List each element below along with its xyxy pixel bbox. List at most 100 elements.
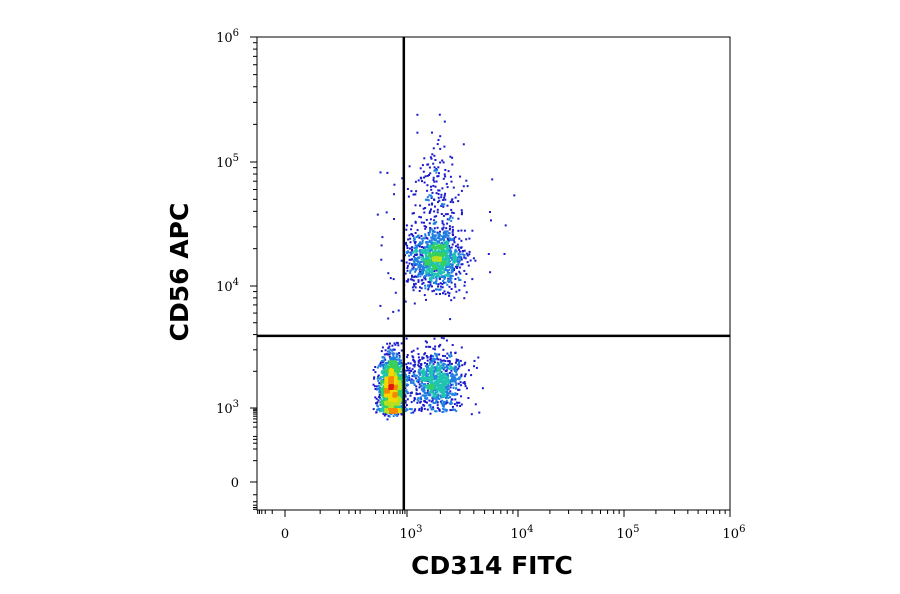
event-dot	[426, 365, 429, 368]
event-dot	[385, 409, 388, 412]
event-dot	[448, 294, 450, 297]
event-dot	[458, 401, 461, 404]
event-dot	[407, 369, 409, 372]
event-dot	[394, 386, 396, 388]
event-dot	[430, 400, 433, 403]
event-dot	[395, 403, 398, 406]
event-dot	[426, 408, 429, 411]
event-dot	[381, 392, 384, 394]
event-dot	[427, 288, 430, 291]
event-dot	[446, 393, 449, 396]
event-dot	[400, 377, 402, 380]
event-dot	[439, 275, 442, 278]
event-dot	[412, 251, 415, 254]
event-dot	[388, 361, 391, 364]
event-dot	[454, 398, 457, 401]
event-dot	[444, 408, 447, 411]
event-dot	[451, 238, 454, 241]
event-dot	[398, 378, 400, 381]
event-dot	[425, 241, 428, 244]
event-dot	[375, 411, 378, 414]
event-dot	[386, 405, 389, 408]
event-dot	[432, 355, 435, 358]
event-dot	[429, 263, 432, 266]
event-dot	[380, 390, 383, 393]
event-dot	[466, 387, 468, 390]
event-dot	[412, 193, 415, 196]
event-dot	[454, 379, 457, 382]
event-dot	[414, 180, 417, 183]
event-dot	[431, 376, 434, 379]
event-dot	[428, 362, 431, 365]
event-dot	[433, 381, 436, 384]
event-dot	[431, 271, 434, 274]
event-dot	[449, 382, 452, 385]
event-dot	[376, 408, 379, 411]
event-dot	[400, 406, 403, 409]
event-dot	[453, 296, 456, 299]
event-dot	[437, 386, 440, 389]
event-dot	[398, 366, 401, 369]
event-dot	[437, 362, 439, 365]
event-dot	[417, 370, 420, 373]
event-dot	[415, 190, 418, 193]
event-dot	[395, 406, 398, 408]
event-dot	[446, 385, 448, 388]
event-dot	[461, 263, 464, 266]
event-dot	[412, 364, 415, 367]
event-dot	[452, 234, 454, 236]
event-dot	[457, 252, 460, 255]
event-dot	[443, 372, 446, 375]
event-dot	[444, 281, 447, 284]
event-dot	[429, 406, 432, 409]
event-dot	[443, 389, 446, 391]
event-dot	[419, 261, 422, 263]
event-dot	[414, 370, 416, 373]
event-dot	[386, 398, 388, 401]
event-dot	[453, 258, 456, 261]
event-dot	[378, 382, 381, 385]
event-dot	[431, 370, 434, 373]
event-dot	[432, 359, 435, 362]
event-dot	[386, 376, 389, 379]
event-dot	[468, 253, 471, 256]
event-dot	[453, 256, 456, 259]
event-dot	[422, 237, 425, 240]
event-dot	[412, 371, 415, 374]
event-dot	[435, 282, 438, 285]
event-dot	[466, 185, 469, 188]
event-dot	[442, 405, 445, 408]
event-dot	[440, 378, 443, 381]
event-dot	[417, 244, 420, 247]
event-dot	[463, 381, 466, 383]
event-dot	[422, 207, 425, 210]
event-dot	[404, 387, 407, 390]
event-dot	[442, 246, 445, 248]
event-dot	[408, 367, 411, 370]
event-dot	[430, 228, 433, 231]
event-dot	[418, 290, 421, 292]
event-dot	[384, 375, 387, 378]
event-dot	[425, 274, 428, 277]
event-dot	[451, 263, 454, 266]
event-dot	[408, 247, 411, 250]
event-dot	[411, 233, 414, 236]
event-dot	[443, 236, 446, 239]
event-dot	[430, 259, 432, 261]
event-dot	[417, 376, 420, 379]
event-dot	[429, 389, 432, 392]
event-dot	[424, 397, 427, 400]
event-dot	[450, 251, 453, 254]
event-dot	[418, 409, 421, 412]
event-dot	[434, 348, 436, 351]
event-dot	[386, 381, 389, 384]
event-dot	[384, 394, 386, 397]
event-dot	[430, 391, 433, 394]
event-dot	[389, 277, 392, 280]
event-dot	[399, 386, 402, 389]
event-dot	[441, 203, 443, 206]
event-dot	[413, 275, 416, 278]
event-dot	[437, 245, 440, 248]
event-dot	[405, 337, 408, 340]
event-dot	[418, 359, 421, 361]
